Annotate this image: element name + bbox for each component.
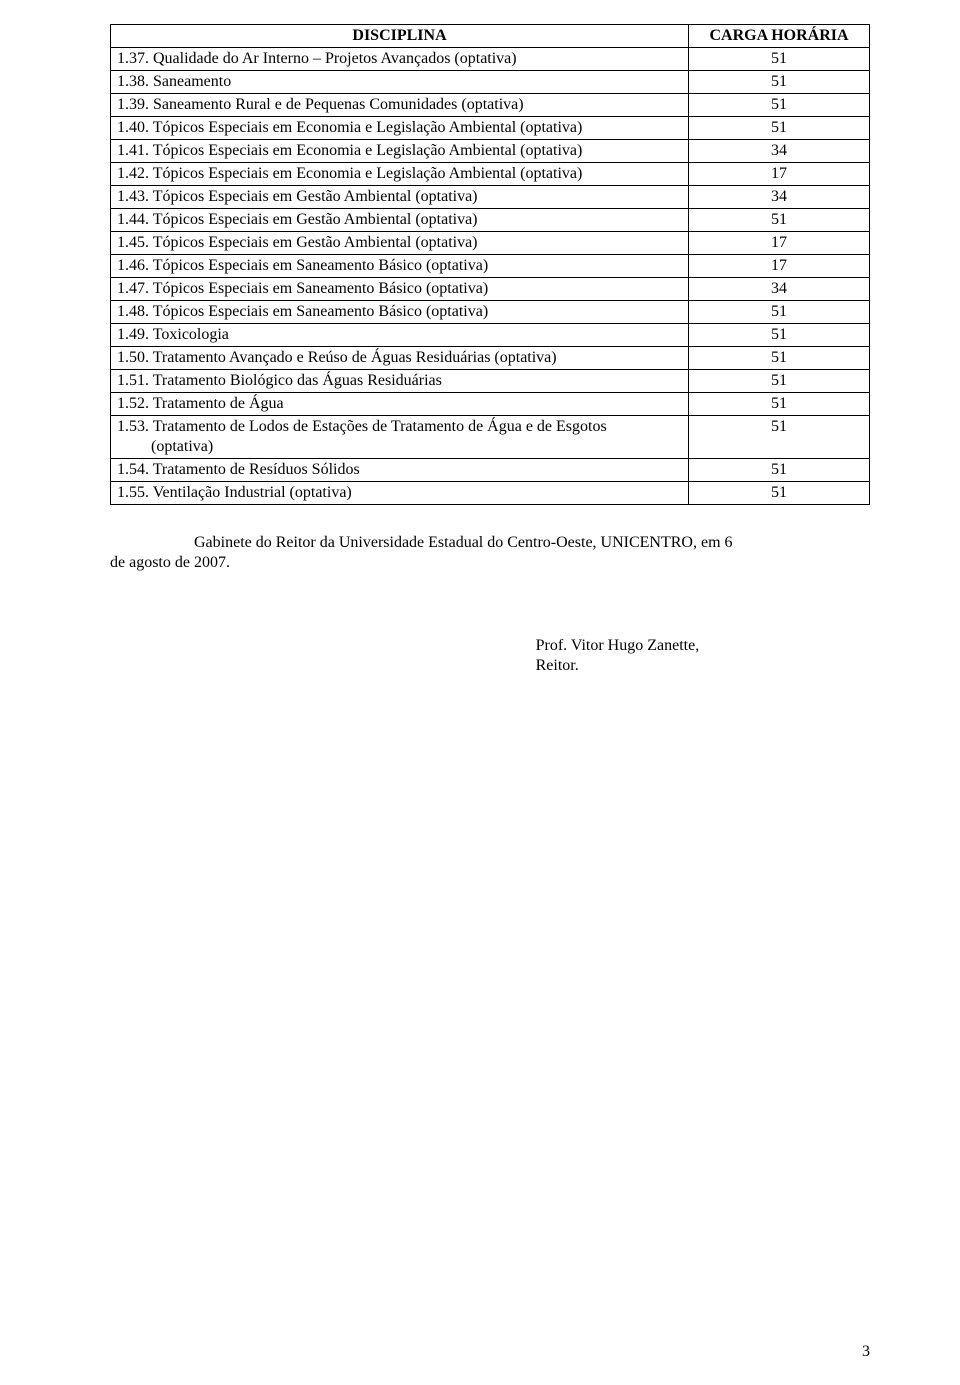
table-row: 1.50. Tratamento Avançado e Reúso de Águ… (111, 347, 870, 370)
cell-ch: 34 (689, 140, 870, 163)
table-row: 1.54. Tratamento de Resíduos Sólidos51 (111, 459, 870, 482)
footer-line2: de agosto de 2007. (110, 554, 230, 571)
cell-disc: 1.50. Tratamento Avançado e Reúso de Águ… (111, 347, 689, 370)
cell-ch: 17 (689, 232, 870, 255)
table-row: 1.37. Qualidade do Ar Interno – Projetos… (111, 48, 870, 71)
cell-ch: 51 (689, 393, 870, 416)
cell-disc: 1.51. Tratamento Biológico das Águas Res… (111, 370, 689, 393)
cell-ch: 51 (689, 416, 870, 459)
cell-ch: 51 (689, 347, 870, 370)
cell-disc: 1.39. Saneamento Rural e de Pequenas Com… (111, 94, 689, 117)
cell-disc: 1.40. Tópicos Especiais em Economia e Le… (111, 117, 689, 140)
cell-ch: 51 (689, 94, 870, 117)
cell-disc: 1.46. Tópicos Especiais em Saneamento Bá… (111, 255, 689, 278)
footer-paragraph: Gabinete do Reitor da Universidade Estad… (110, 533, 870, 574)
table-row: 1.55. Ventilação Industrial (optativa)51 (111, 482, 870, 505)
table-row: 1.44. Tópicos Especiais em Gestão Ambien… (111, 209, 870, 232)
cell-disc: 1.44. Tópicos Especiais em Gestão Ambien… (111, 209, 689, 232)
table-row: 1.51. Tratamento Biológico das Águas Res… (111, 370, 870, 393)
cell-disc: 1.41. Tópicos Especiais em Economia e Le… (111, 140, 689, 163)
table-row: 1.40. Tópicos Especiais em Economia e Le… (111, 117, 870, 140)
table-row: 1.42. Tópicos Especiais em Economia e Le… (111, 163, 870, 186)
cell-ch: 51 (689, 301, 870, 324)
cell-disc: 1.37. Qualidade do Ar Interno – Projetos… (111, 48, 689, 71)
cell-ch: 51 (689, 459, 870, 482)
cell-ch: 51 (689, 370, 870, 393)
table-row: 1.52. Tratamento de Água51 (111, 393, 870, 416)
cell-disc: 1.53. Tratamento de Lodos de Estações de… (111, 416, 689, 459)
cell-ch: 17 (689, 163, 870, 186)
cell-disc: 1.49. Toxicologia (111, 324, 689, 347)
cell-ch: 51 (689, 48, 870, 71)
table-row: 1.43. Tópicos Especiais em Gestão Ambien… (111, 186, 870, 209)
cell-disc: 1.55. Ventilação Industrial (optativa) (111, 482, 689, 505)
cell-disc-line1: 1.53. Tratamento de Lodos de Estações de… (117, 418, 607, 435)
signature-title: Reitor. (536, 656, 870, 676)
table-row: 1.38. Saneamento51 (111, 71, 870, 94)
cell-disc-line2: (optativa) (117, 437, 682, 457)
cell-disc: 1.47. Tópicos Especiais em Saneamento Bá… (111, 278, 689, 301)
table-header-row: DISCIPLINA CARGA HORÁRIA (111, 25, 870, 48)
cell-ch: 51 (689, 324, 870, 347)
table-row: 1.46. Tópicos Especiais em Saneamento Bá… (111, 255, 870, 278)
cell-ch: 51 (689, 209, 870, 232)
header-disciplina: DISCIPLINA (111, 25, 689, 48)
footer-line1: Gabinete do Reitor da Universidade Estad… (194, 534, 733, 551)
cell-ch: 51 (689, 117, 870, 140)
cell-ch: 34 (689, 186, 870, 209)
cell-ch: 17 (689, 255, 870, 278)
cell-disc: 1.38. Saneamento (111, 71, 689, 94)
cell-disc: 1.52. Tratamento de Água (111, 393, 689, 416)
signature-name: Prof. Vitor Hugo Zanette, (536, 636, 870, 656)
cell-disc: 1.45. Tópicos Especiais em Gestão Ambien… (111, 232, 689, 255)
cell-ch: 51 (689, 482, 870, 505)
table-row: 1.41. Tópicos Especiais em Economia e Le… (111, 140, 870, 163)
page-number: 3 (862, 1343, 870, 1361)
cell-disc: 1.54. Tratamento de Resíduos Sólidos (111, 459, 689, 482)
table-row: 1.39. Saneamento Rural e de Pequenas Com… (111, 94, 870, 117)
cell-ch: 34 (689, 278, 870, 301)
cell-disc: 1.43. Tópicos Especiais em Gestão Ambien… (111, 186, 689, 209)
table-row: 1.45. Tópicos Especiais em Gestão Ambien… (111, 232, 870, 255)
cell-disc: 1.48. Tópicos Especiais em Saneamento Bá… (111, 301, 689, 324)
table-row: 1.53. Tratamento de Lodos de Estações de… (111, 416, 870, 459)
page: DISCIPLINA CARGA HORÁRIA 1.37. Qualidade… (0, 0, 960, 1385)
signature-block: Prof. Vitor Hugo Zanette, Reitor. (536, 636, 870, 677)
table-row: 1.48. Tópicos Especiais em Saneamento Bá… (111, 301, 870, 324)
cell-ch: 51 (689, 71, 870, 94)
header-carga-horaria: CARGA HORÁRIA (689, 25, 870, 48)
disciplinas-table: DISCIPLINA CARGA HORÁRIA 1.37. Qualidade… (110, 24, 870, 505)
table-row: 1.49. Toxicologia51 (111, 324, 870, 347)
cell-disc: 1.42. Tópicos Especiais em Economia e Le… (111, 163, 689, 186)
table-row: 1.47. Tópicos Especiais em Saneamento Bá… (111, 278, 870, 301)
